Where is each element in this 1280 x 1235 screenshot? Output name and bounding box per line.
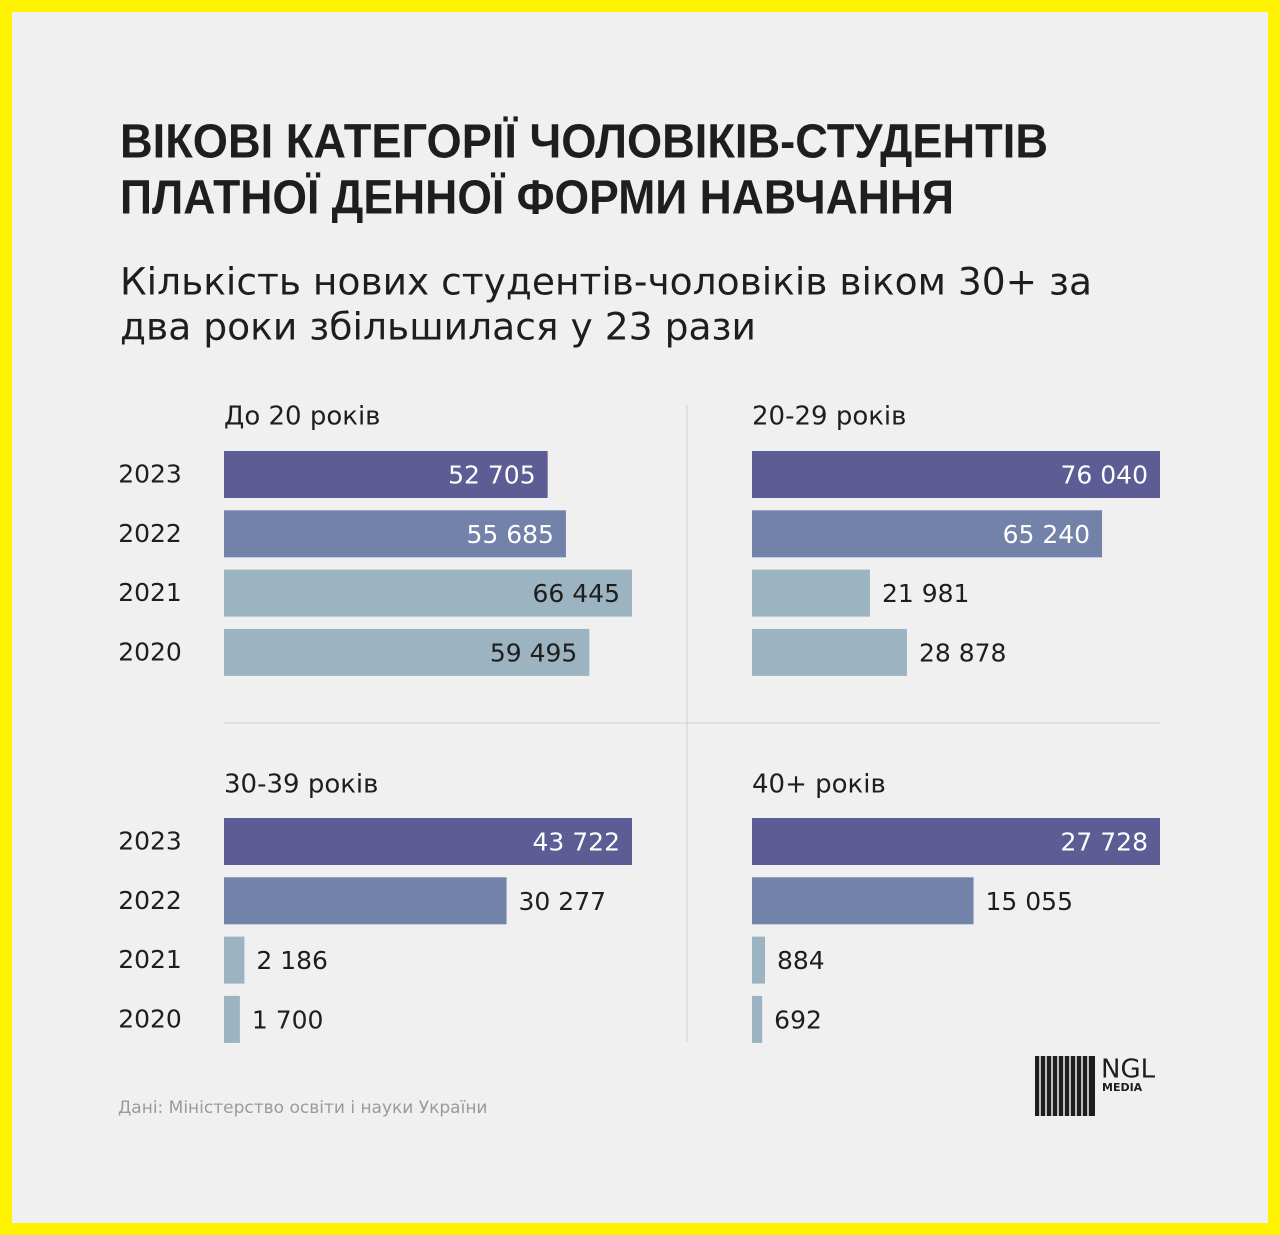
value-label: 59 495	[490, 638, 577, 667]
bar	[224, 451, 548, 498]
panel-title: 40+ років	[752, 770, 886, 800]
panel-title: До 20 років	[224, 402, 381, 432]
value-label: 55 685	[466, 520, 553, 549]
subtitle-line: Кількість нових студентів-чоловіків віко…	[120, 261, 1092, 304]
value-label: 27 728	[1061, 828, 1148, 857]
panel-title: 30-39 років	[224, 770, 378, 800]
title-line: ПЛАТНОЇ ДЕННОЇ ФОРМИ НАВЧАННЯ	[120, 172, 954, 225]
value-label: 76 040	[1061, 461, 1148, 490]
logo-sub: MEDIA	[1102, 1081, 1143, 1094]
year-label: 2022	[118, 519, 182, 548]
value-label: 1 700	[252, 1005, 324, 1034]
value-label: 28 878	[919, 638, 1006, 667]
year-label: 2023	[118, 827, 182, 856]
year-label: 2023	[118, 460, 182, 489]
bar	[752, 628, 907, 676]
bar	[752, 451, 1160, 498]
bar	[224, 818, 632, 865]
value-label: 30 277	[519, 887, 606, 916]
bar	[224, 877, 507, 925]
logo-name: NGL	[1101, 1055, 1156, 1085]
panel-title: 20-29 років	[752, 402, 906, 432]
title-line: ВІКОВІ КАТЕГОРІЇ ЧОЛОВІКІВ-СТУДЕНТІВ	[120, 116, 1048, 169]
bar	[224, 569, 632, 617]
value-label: 884	[777, 946, 825, 975]
bar	[752, 877, 974, 925]
year-label: 2020	[118, 637, 182, 666]
bar	[224, 995, 240, 1043]
logo-mark	[1035, 1056, 1095, 1116]
bar	[752, 818, 1160, 865]
bar	[752, 510, 1103, 558]
value-label: 21 981	[882, 579, 969, 608]
source: Дані: Міністерство освіти і науки Україн…	[118, 1098, 487, 1118]
bar	[752, 569, 870, 617]
value-label: 66 445	[533, 579, 620, 608]
bar	[224, 510, 566, 558]
year-label: 2021	[118, 945, 182, 974]
value-label: 2 186	[256, 946, 328, 975]
value-label: 65 240	[1003, 520, 1090, 549]
logo: NGL MEDIA	[1035, 1055, 1156, 1116]
bar	[752, 995, 763, 1043]
year-label: 2021	[118, 578, 182, 607]
logo-stripes	[1039, 1056, 1089, 1116]
bar	[752, 936, 766, 984]
bar	[224, 628, 590, 676]
value-label: 15 055	[986, 887, 1073, 916]
bar	[224, 936, 245, 984]
value-label: 43 722	[533, 828, 620, 857]
value-label: 52 705	[448, 461, 535, 490]
year-label: 2022	[118, 886, 182, 915]
background	[12, 12, 1268, 1223]
subtitle-line: два роки збільшилася у 23 рази	[120, 306, 756, 349]
value-label: 692	[774, 1005, 822, 1034]
year-label: 2020	[118, 1004, 182, 1033]
